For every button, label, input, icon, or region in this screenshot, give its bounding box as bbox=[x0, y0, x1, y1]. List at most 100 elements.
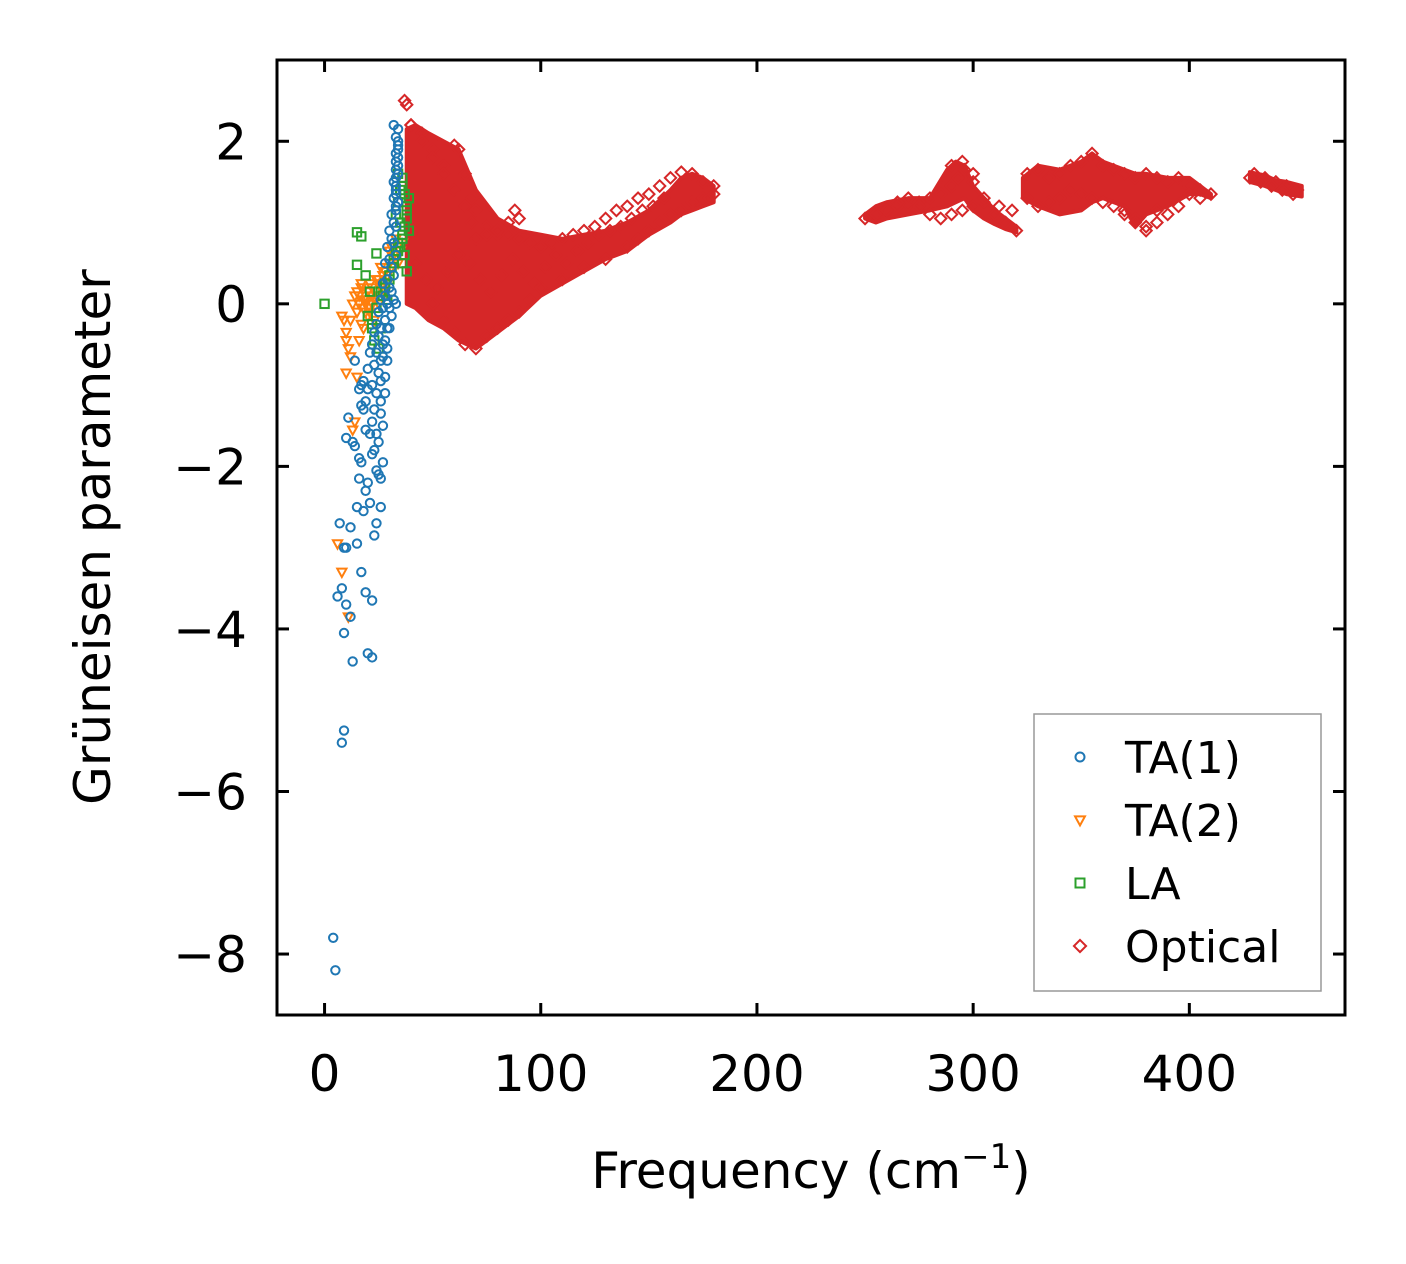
ta-1-point bbox=[373, 436, 384, 448]
ta-1-point bbox=[366, 379, 378, 391]
ta-1-point bbox=[338, 627, 350, 639]
ta-1-point bbox=[336, 737, 348, 748]
legend-label: Optical bbox=[1125, 922, 1280, 973]
optical-point bbox=[1117, 166, 1132, 181]
ta-1-point bbox=[373, 469, 384, 480]
optical-point bbox=[1009, 223, 1024, 238]
legend-label: LA bbox=[1125, 859, 1181, 910]
optical-point bbox=[912, 199, 927, 214]
x-axis-label-superscript: −1 bbox=[961, 1137, 1011, 1177]
optical-point bbox=[501, 313, 516, 328]
optical-point bbox=[966, 166, 981, 181]
optical-point bbox=[414, 126, 429, 141]
ta-1-point bbox=[390, 205, 402, 216]
la-point bbox=[319, 298, 330, 310]
optical-point bbox=[1128, 170, 1143, 185]
ta-2-point bbox=[344, 315, 357, 328]
optical-point bbox=[436, 166, 451, 181]
optical-point bbox=[966, 199, 981, 214]
optical-point bbox=[483, 284, 499, 299]
optical-point bbox=[1286, 187, 1301, 202]
optical-point bbox=[1052, 191, 1067, 206]
optical-point bbox=[976, 195, 992, 210]
optical-point bbox=[490, 223, 505, 238]
optical-point bbox=[663, 207, 678, 222]
optical-point bbox=[1117, 203, 1132, 218]
ta-1-point bbox=[356, 566, 367, 578]
optical-point bbox=[592, 227, 607, 242]
optical-point bbox=[933, 211, 948, 226]
ta-1-point bbox=[392, 168, 404, 179]
optical-point bbox=[976, 191, 992, 206]
optical-point bbox=[555, 231, 570, 246]
optical-point bbox=[1171, 170, 1186, 185]
optical-point bbox=[1264, 178, 1279, 194]
la-point bbox=[364, 286, 376, 297]
ta-1-point bbox=[377, 339, 389, 350]
y-tick-label: −4 bbox=[173, 601, 247, 659]
ta-1-point bbox=[338, 725, 350, 736]
optical-point bbox=[966, 174, 981, 189]
optical-point bbox=[512, 304, 527, 320]
ta-1-point bbox=[382, 274, 393, 285]
optical-point bbox=[702, 191, 717, 206]
ta-1-point bbox=[351, 501, 363, 513]
ta-2-point bbox=[335, 311, 349, 324]
y-axis: 2 0 −2 −4 −6 −8 bbox=[173, 113, 1345, 984]
optical-point bbox=[674, 203, 689, 218]
ta-1-point bbox=[328, 932, 339, 943]
la-point bbox=[401, 201, 412, 212]
plot-frame bbox=[275, 58, 1347, 1017]
ta-1-point bbox=[373, 367, 384, 379]
optical-point bbox=[1030, 162, 1046, 177]
ta-1-point bbox=[340, 542, 352, 553]
x-tick-label: 100 bbox=[493, 1045, 588, 1103]
ta-1-point bbox=[340, 599, 352, 610]
optical-point bbox=[1160, 174, 1175, 189]
optical-point bbox=[901, 197, 916, 212]
optical-point bbox=[1139, 219, 1154, 234]
optical-point bbox=[537, 260, 553, 275]
optical-point bbox=[1095, 158, 1110, 173]
optical-point bbox=[685, 166, 700, 181]
optical-point bbox=[685, 195, 700, 210]
optical-point bbox=[1084, 146, 1100, 161]
optical-point bbox=[992, 199, 1007, 214]
optical-point bbox=[663, 170, 678, 185]
optical-point bbox=[494, 268, 509, 283]
ta-1-point bbox=[384, 225, 395, 236]
ta-1-point bbox=[371, 518, 382, 529]
optical-point bbox=[1242, 170, 1257, 185]
optical-point bbox=[944, 158, 959, 173]
optical-point bbox=[1004, 203, 1020, 218]
ta-1-point bbox=[330, 965, 341, 976]
ta-1-point bbox=[347, 656, 358, 667]
x-axis-label: Frequency (cm−1) bbox=[591, 1137, 1031, 1200]
la-point bbox=[360, 270, 371, 281]
optical-point bbox=[955, 154, 970, 169]
y-tick-label: −2 bbox=[173, 438, 247, 496]
optical-point bbox=[1182, 178, 1197, 194]
ta-1-point bbox=[362, 477, 374, 488]
optical-point bbox=[598, 252, 613, 267]
ta-1-point bbox=[379, 388, 391, 399]
optical-point bbox=[1106, 162, 1121, 177]
ta-1-point bbox=[360, 396, 371, 407]
optical-point bbox=[468, 231, 483, 246]
optical-point bbox=[468, 341, 483, 356]
optical-point bbox=[522, 292, 538, 307]
ta-1-point bbox=[392, 136, 404, 147]
ta-2-point bbox=[352, 336, 366, 348]
optical-point bbox=[1041, 195, 1056, 210]
ta-1-point bbox=[360, 485, 371, 496]
optical-point bbox=[646, 199, 661, 214]
optical-point bbox=[458, 337, 473, 352]
ta-1-point bbox=[345, 611, 356, 622]
optical-point bbox=[576, 223, 592, 238]
optical-point bbox=[559, 256, 574, 271]
ta-1-point bbox=[351, 538, 363, 549]
ta-1-point bbox=[360, 587, 371, 598]
la-point bbox=[351, 259, 363, 271]
optical-point bbox=[879, 203, 894, 218]
y-tick-label: −6 bbox=[173, 763, 247, 821]
